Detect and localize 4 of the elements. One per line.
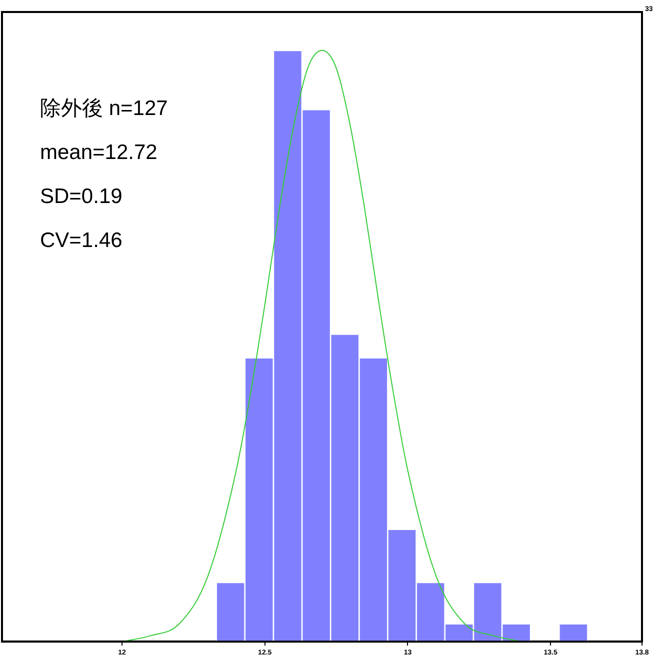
annotation: mean=12.72 <box>40 140 158 164</box>
annotation: 除外後 n=127 <box>40 96 168 120</box>
annotation: SD=0.19 <box>40 184 122 208</box>
annotation: CV=1.46 <box>40 228 122 252</box>
